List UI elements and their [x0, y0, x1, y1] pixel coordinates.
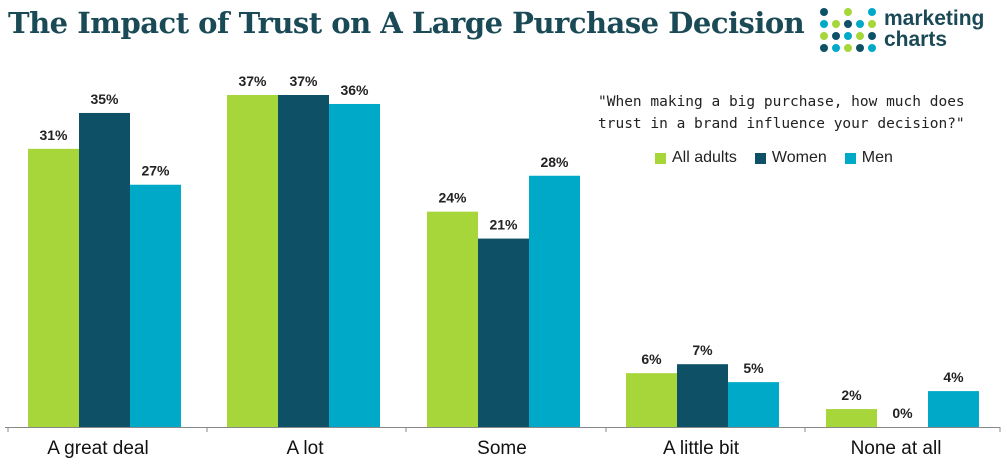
bar-women [278, 95, 329, 427]
legend-swatch-all-adults [655, 152, 666, 164]
logo-dot [820, 44, 828, 52]
data-label-all-adults: 37% [238, 73, 267, 89]
logo-dot [856, 44, 864, 52]
data-label-men: 36% [340, 82, 369, 98]
bar-all-adults [626, 373, 677, 427]
logo-dot [868, 20, 876, 28]
category-label: A great deal [47, 438, 148, 459]
data-label-women: 7% [692, 342, 713, 358]
logo-dot [820, 32, 828, 40]
data-label-women: 37% [289, 73, 318, 89]
data-label-all-adults: 6% [641, 351, 662, 367]
logo-dot [868, 32, 876, 40]
logo-dot [832, 20, 840, 28]
data-label-women: 0% [892, 405, 913, 421]
marketingcharts-logo: marketing charts [820, 8, 1005, 56]
logo-dot [856, 32, 864, 40]
legend-item-all-adults: All adults [655, 149, 737, 167]
legend-label-women: Women [771, 149, 827, 166]
data-label-all-adults: 31% [39, 127, 68, 143]
logo-dot [832, 32, 840, 40]
bar-men [329, 103, 380, 428]
bar-women [79, 112, 130, 427]
logo-dot [856, 20, 864, 28]
logo-dot [868, 44, 876, 52]
bar-men [928, 391, 979, 427]
category-label: Some [477, 438, 527, 459]
survey-question: "When making a big purchase, how much do… [598, 94, 965, 132]
bar-all-adults [427, 211, 478, 427]
legend-swatch-women [754, 152, 766, 164]
bar-women [677, 364, 728, 427]
dot-grid-icon [820, 8, 880, 52]
logo-dot [820, 8, 828, 16]
category-label: A lot [287, 438, 325, 459]
bar-women [478, 238, 529, 427]
logo-dot [868, 8, 876, 16]
logo-line-2: charts [884, 28, 948, 51]
logo-dot [844, 44, 852, 52]
bar-men [728, 382, 779, 427]
legend-item-men: Men [844, 149, 893, 167]
logo-dot [832, 44, 840, 52]
bar-all-adults [28, 148, 79, 428]
legend-label-all-adults: All adults [672, 149, 737, 166]
data-label-women: 21% [489, 217, 518, 233]
logo-dot [844, 32, 852, 40]
bar-men [130, 184, 181, 427]
data-label-men: 28% [540, 154, 569, 170]
category-label: None at all [851, 438, 942, 459]
category-label: A little bit [663, 438, 740, 459]
data-label-men: 5% [743, 360, 764, 376]
chart-legend: All adults Women Men [655, 149, 893, 167]
data-label-men: 4% [943, 369, 964, 385]
bar-men [529, 175, 580, 427]
chart-title: The Impact of Trust on A Large Purchase … [8, 6, 805, 40]
data-label-men: 27% [141, 163, 170, 179]
data-label-all-adults: 24% [438, 190, 467, 206]
logo-dot [844, 20, 852, 28]
logo-dot [820, 20, 828, 28]
bar-all-adults [826, 409, 877, 427]
bar-all-adults [227, 95, 278, 427]
legend-label-men: Men [861, 149, 893, 166]
logo-line-1: marketing [884, 7, 985, 30]
legend-swatch-men [844, 152, 856, 164]
data-label-women: 35% [90, 91, 119, 107]
legend-item-women: Women [754, 149, 827, 167]
logo-dot [844, 8, 852, 16]
data-label-all-adults: 2% [841, 387, 862, 403]
